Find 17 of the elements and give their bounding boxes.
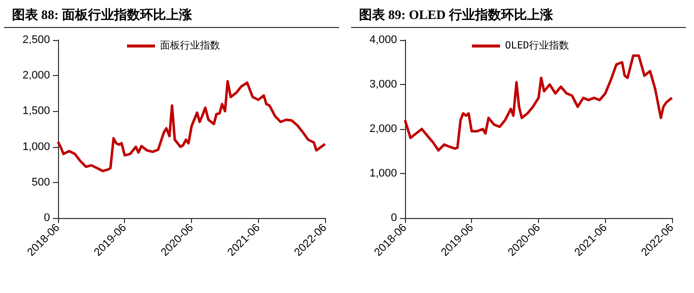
chart-title: 图表 88: 面板行业指数环比上涨 — [4, 0, 339, 28]
y-tick-label: 500 — [32, 176, 50, 188]
y-tick-label: 2,000 — [369, 123, 397, 135]
y-tick-label: 2,500 — [22, 34, 50, 46]
legend-label: OLED行业指数 — [504, 40, 570, 52]
y-tick-label: 0 — [390, 212, 397, 224]
y-tick-label: 1,500 — [22, 105, 50, 118]
y-tick-label: 1,000 — [369, 168, 397, 180]
line-series — [404, 54, 674, 152]
legend-label: 面板行业指数 — [160, 40, 220, 52]
y-tick-label: 1,000 — [22, 140, 50, 153]
line-series — [56, 80, 326, 172]
chart-title: 图表 89: OLED 行业指数环比上涨 — [351, 0, 686, 28]
y-tick-label: 3,000 — [369, 78, 397, 90]
y-tick-label: 0 — [44, 212, 50, 224]
y-tick-label: 4,000 — [369, 34, 397, 46]
y-tick-label: 2,000 — [22, 70, 50, 82]
